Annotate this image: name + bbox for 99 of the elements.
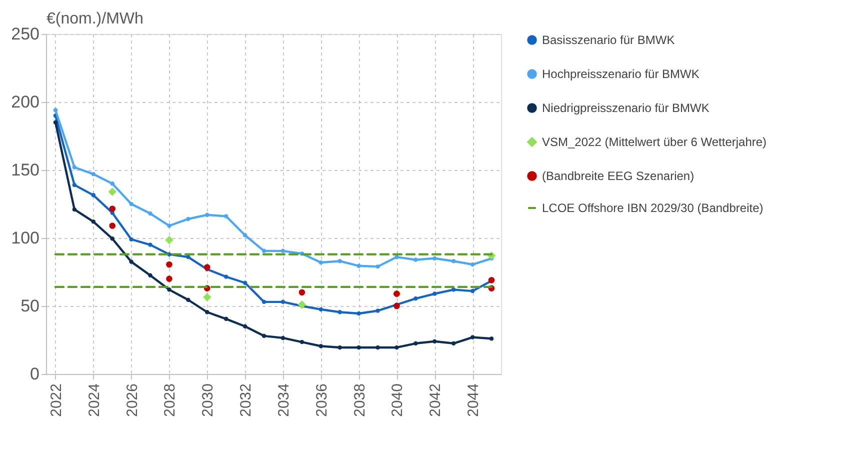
point [204, 264, 210, 270]
point [72, 165, 77, 170]
point [376, 264, 380, 269]
point [91, 193, 96, 198]
point [148, 242, 152, 247]
point [242, 233, 248, 238]
point [451, 259, 456, 264]
point [72, 207, 77, 212]
point [414, 296, 418, 301]
point [205, 212, 210, 217]
point [432, 256, 437, 261]
point [451, 341, 456, 346]
point [53, 108, 58, 112]
point [318, 307, 324, 312]
legend-label: Hochpreisszenario für BMWK [542, 67, 700, 81]
x-tick-label: 2022 [48, 384, 65, 417]
point [108, 188, 117, 196]
point [109, 222, 116, 229]
point [432, 292, 437, 296]
x-tick-label: 2034 [275, 384, 292, 417]
point [262, 334, 266, 338]
point [338, 345, 342, 350]
point [148, 211, 152, 216]
x-tick-label: 2030 [200, 384, 217, 417]
point [129, 202, 134, 206]
point [167, 224, 172, 228]
point [376, 345, 380, 350]
point [224, 274, 228, 279]
point [394, 254, 399, 260]
x-tick-label: 2036 [313, 384, 330, 417]
y-tick-label: 250 [11, 24, 40, 44]
point [242, 324, 248, 329]
legend-label: Basisszenario für BMWK [542, 33, 675, 47]
point [451, 288, 456, 292]
point [356, 345, 361, 350]
point [262, 300, 266, 304]
point [280, 248, 286, 254]
x-tick-label: 2044 [465, 384, 482, 417]
point [470, 288, 475, 294]
point [110, 236, 114, 241]
point [338, 310, 342, 314]
y-tick-label: 200 [11, 92, 40, 112]
point [129, 237, 134, 242]
y-axis-title: €(nom.)/MWh [46, 10, 144, 28]
point [394, 302, 400, 310]
point [186, 298, 190, 302]
point [186, 254, 190, 260]
y-tick-label: 100 [11, 228, 40, 248]
point [205, 310, 210, 314]
point [109, 206, 116, 212]
point [280, 336, 286, 340]
point [166, 261, 172, 268]
y-tick-label: 150 [11, 160, 40, 180]
x-tick-label: 2028 [162, 384, 179, 417]
point [356, 264, 361, 268]
point [129, 260, 134, 264]
point [202, 292, 212, 302]
x-tick-label: 2042 [427, 384, 444, 417]
point [394, 345, 399, 350]
point [414, 341, 418, 346]
point [166, 276, 172, 282]
point [224, 316, 228, 322]
point [148, 273, 152, 278]
point [53, 120, 58, 125]
x-tick-label: 2032 [238, 384, 255, 417]
point [356, 311, 361, 316]
point [72, 182, 77, 188]
point [376, 308, 380, 313]
x-tick-label: 2040 [389, 384, 406, 417]
point [91, 172, 96, 176]
y-tick-label: 50 [20, 296, 40, 316]
legend-label: Niedrigpreisszenario für BMWK [542, 101, 710, 115]
point [414, 258, 418, 262]
point [167, 288, 172, 292]
point [432, 339, 437, 344]
point [91, 220, 96, 224]
point [470, 262, 475, 267]
point [280, 300, 286, 304]
x-tick-label: 2038 [351, 384, 368, 417]
legend-label: VSM_2022 (Mittelwert über 6 Wetterjahre) [542, 135, 767, 149]
point [489, 336, 494, 341]
point [318, 260, 324, 265]
x-tick-label: 2026 [124, 384, 141, 417]
point [338, 259, 342, 264]
point [298, 300, 306, 309]
point [318, 344, 324, 348]
y-tick-label: 0 [30, 364, 40, 384]
point [110, 181, 114, 186]
legend-label: LCOE Offshore IBN 2029/30 (Bandbreite) [542, 201, 764, 215]
point [224, 214, 228, 218]
x-tick-label: 2024 [86, 384, 103, 417]
point [262, 248, 266, 254]
point [242, 280, 248, 285]
legend-label: (Bandbreite EEG Szenarien) [542, 169, 694, 183]
point [165, 236, 174, 244]
point [186, 216, 190, 222]
point [470, 335, 475, 340]
point [298, 289, 306, 296]
point [300, 340, 304, 344]
